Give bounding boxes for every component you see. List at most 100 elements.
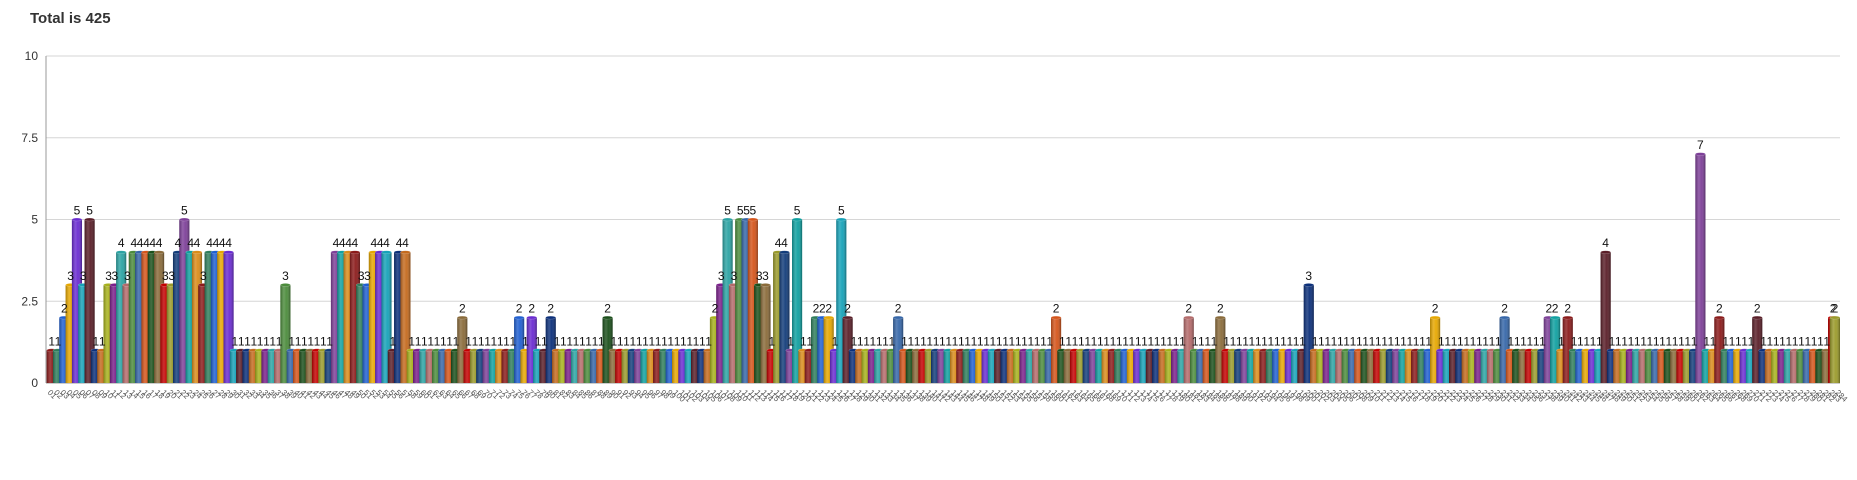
- data-label: 1: [1735, 334, 1742, 348]
- bar-top: [71, 217, 83, 222]
- bar-shading: [1493, 350, 1504, 383]
- bar-shading: [337, 252, 348, 383]
- data-label: 1: [907, 334, 914, 348]
- bar-shading: [962, 350, 973, 383]
- bar-shading: [1739, 350, 1750, 383]
- data-label: 1: [1046, 334, 1053, 348]
- bar-shading: [1303, 284, 1314, 383]
- data-label: 1: [1072, 334, 1079, 348]
- data-label: 2: [1432, 302, 1439, 316]
- data-label: 1: [1406, 334, 1413, 348]
- bar-shading: [1499, 317, 1510, 383]
- data-label: 1: [257, 334, 264, 348]
- bar-shading: [1670, 350, 1681, 383]
- data-label: 1: [870, 334, 877, 348]
- data-label: 1: [1634, 334, 1641, 348]
- bar-shading: [665, 350, 676, 383]
- data-label: 4: [352, 236, 359, 250]
- bar-shading: [1777, 350, 1788, 383]
- bar-shading: [324, 350, 335, 383]
- bar-shading: [716, 284, 727, 383]
- bar-shading: [1764, 350, 1775, 383]
- data-label: 1: [1369, 334, 1376, 348]
- data-label: 1: [1767, 334, 1774, 348]
- bar-top: [722, 217, 733, 222]
- data-label: 1: [1665, 334, 1672, 348]
- bar-shading: [589, 350, 600, 383]
- data-label: 1: [1514, 334, 1521, 348]
- bar-shading: [817, 317, 828, 383]
- bar-shading: [861, 350, 872, 383]
- bar-top: [1695, 152, 1706, 156]
- data-label: 4: [339, 236, 346, 250]
- data-label: 1: [1722, 334, 1729, 348]
- bar-top: [1215, 315, 1226, 320]
- bar-shading: [229, 350, 240, 383]
- data-label: 4: [383, 236, 390, 250]
- data-label: 5: [750, 204, 757, 218]
- bar-shading: [109, 284, 120, 383]
- data-label: 1: [1122, 334, 1129, 348]
- data-label: 2: [1217, 302, 1224, 316]
- category-labels: 0102030405060708091011121314151617181920…: [46, 388, 1850, 404]
- bar-shading: [1322, 350, 1333, 383]
- bar-shading: [84, 219, 95, 383]
- y-tick-label: 7.5: [21, 131, 38, 145]
- data-label: 1: [320, 334, 327, 348]
- data-label: 4: [775, 236, 782, 250]
- bar-shading: [533, 350, 544, 383]
- bar-shading: [1347, 350, 1359, 383]
- bar-shading: [1145, 350, 1156, 383]
- data-label: 1: [1419, 334, 1426, 348]
- bar-shading: [773, 252, 784, 383]
- data-label: 1: [882, 334, 889, 348]
- data-label: 1: [617, 334, 624, 348]
- bar-shading: [387, 350, 398, 383]
- bar-shading: [1632, 350, 1643, 383]
- bar-shading: [1802, 350, 1813, 383]
- data-label: 1: [629, 334, 636, 348]
- data-label: 1: [1609, 334, 1616, 348]
- data-label: 2: [528, 302, 535, 316]
- bar-top: [760, 283, 771, 287]
- bar-shading: [1758, 350, 1769, 383]
- bar-shading: [1171, 350, 1182, 383]
- data-label: 1: [1596, 334, 1603, 348]
- bar-shading: [274, 350, 285, 383]
- bar-shading: [419, 350, 430, 383]
- data-label: 1: [1451, 334, 1458, 348]
- bar-shading: [829, 350, 841, 383]
- bar-shading: [1107, 350, 1118, 383]
- bar-shading: [1366, 350, 1377, 383]
- data-label: 1: [1438, 334, 1445, 348]
- data-label: 1: [1078, 334, 1085, 348]
- data-label: 2: [1832, 302, 1839, 316]
- data-label: 1: [914, 334, 921, 348]
- bar-shading: [1707, 350, 1719, 383]
- bar-top: [349, 250, 361, 254]
- data-label: 1: [288, 334, 295, 348]
- data-label: 1: [1741, 334, 1748, 348]
- data-label: 1: [509, 334, 516, 348]
- bar-shading: [981, 350, 992, 383]
- data-label: 2: [844, 302, 851, 316]
- data-label: 1: [1647, 334, 1654, 348]
- bar-shading: [886, 350, 897, 383]
- bar-shading: [103, 284, 114, 383]
- data-label: 1: [1470, 334, 1477, 348]
- bar-shading: [1291, 350, 1302, 383]
- bar-shading: [406, 350, 417, 383]
- bar-shading: [1436, 350, 1447, 383]
- data-label: 1: [478, 334, 485, 348]
- bar-shading: [71, 219, 83, 383]
- data-label: 3: [168, 269, 175, 283]
- bar-shading: [179, 219, 190, 383]
- bar-shading: [558, 350, 569, 383]
- data-label: 2: [825, 302, 832, 316]
- data-label: 1: [1236, 334, 1243, 348]
- data-label: 1: [611, 334, 618, 348]
- bar-shading: [975, 350, 986, 383]
- bar-shading: [1253, 350, 1264, 383]
- bar-shading: [122, 284, 133, 383]
